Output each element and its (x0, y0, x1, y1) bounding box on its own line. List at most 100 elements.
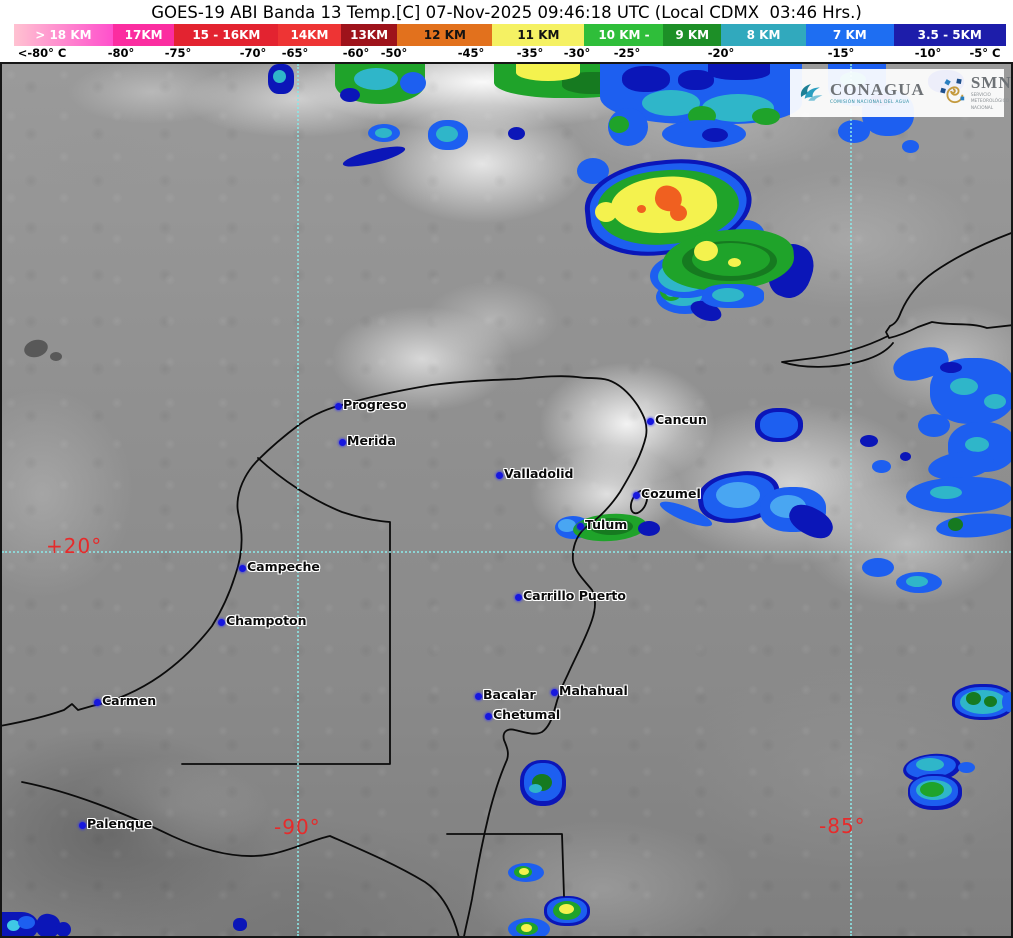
cloud-cell (966, 692, 981, 705)
gridline-meridian-85 (850, 64, 852, 936)
colorbar-segment: 8 KM (720, 24, 807, 46)
smn-wordmark: SMN (970, 73, 1012, 93)
city-label: Carrillo Puerto (523, 588, 626, 603)
city-label: Merida (347, 433, 396, 448)
temp-tick: -70° (239, 46, 267, 60)
city-dot (79, 822, 86, 829)
city-label: Bacalar (483, 687, 536, 702)
city-layer: Progreso Merida Valladolid Cancun Cozumel Tul… (2, 64, 1011, 936)
city-label: Carmen (102, 693, 157, 708)
cloud-cell (521, 924, 532, 932)
cloud-cell (436, 126, 458, 142)
city-label: Valladolid (504, 466, 574, 481)
city-dot (633, 492, 640, 499)
cloud-cell (50, 352, 62, 361)
cloud-cell (559, 904, 574, 914)
city-dot (551, 689, 558, 696)
cloud-cell (589, 518, 633, 535)
smn-logo: SMN SERVICIO METEOROLÓGICO NACIONAL (939, 73, 1012, 111)
conagua-subtitle: COMISIÓN NACIONAL DEL AGUA (830, 100, 910, 105)
colorbar-segment: 3.5 - 5KM (893, 24, 1006, 46)
cloud-cell (678, 70, 714, 90)
city-dot (218, 619, 225, 626)
cloud-cell (948, 518, 963, 531)
cloud-cell (760, 412, 798, 438)
cloud-cell (838, 120, 870, 143)
cozumel-island (629, 489, 649, 515)
colorbar-segment: 10 KM - (584, 24, 664, 46)
colorbar-segment: 15 - 16KM (174, 24, 279, 46)
temp-tick: <-80° C (17, 46, 67, 60)
city-label: Campeche (247, 559, 320, 574)
city-dot (335, 403, 342, 410)
cuba-coastline (885, 232, 1011, 339)
cloud-texture-layer (2, 64, 1011, 936)
cloud-cell (920, 782, 944, 797)
cloud-cell (519, 868, 529, 875)
cloud-cell (708, 64, 770, 80)
cloud-cell (958, 762, 975, 773)
temp-tick: -10° (914, 46, 942, 60)
temp-scale: <-80° C -80° -75° -70° -65° -60° -50° -45° -35° -… (0, 46, 1013, 62)
cloud-cell (1002, 692, 1011, 712)
colorbar-segment: 13KM (340, 24, 398, 46)
grid-label-layer: +20° -90° -85° (2, 64, 1011, 936)
temp-tick: -65° (281, 46, 309, 60)
cloud-cell (18, 916, 35, 929)
border-notch (446, 833, 565, 897)
cloud-cell (862, 558, 894, 577)
cloud-cell (400, 72, 426, 94)
city-dot (515, 594, 522, 601)
grid-label: -90° (274, 815, 321, 839)
temp-tick: -25° (613, 46, 641, 60)
temp-tick: -60° (342, 46, 370, 60)
colorbar-segment: 11 KM (492, 24, 585, 46)
cloud-cell (609, 116, 629, 133)
conagua-wave-icon (796, 77, 826, 109)
cloud-cell (860, 435, 878, 447)
agency-logo-box: CONAGUA COMISIÓN NACIONAL DEL AGUA S (790, 69, 1011, 117)
cloud-cell (716, 482, 760, 508)
conagua-logo: CONAGUA COMISIÓN NACIONAL DEL AGUA (796, 77, 925, 109)
city-label: Progreso (343, 397, 407, 412)
storm-cell-secondary (650, 225, 820, 314)
colorbar: > 18 KM 17KM 15 - 16KM 14KM 13KM 12 KM 11 KM 10… (14, 24, 1006, 46)
cloud-cell (508, 127, 525, 140)
satellite-map: +20° -90° -85° Progreso Merida Valladolid Can… (0, 62, 1013, 938)
cloud-cell (529, 784, 542, 793)
city-dot (485, 713, 492, 720)
temp-tick: -50° (380, 46, 408, 60)
cloud-cell (984, 394, 1006, 409)
cloud-cell (7, 920, 20, 931)
cloud-cell (872, 460, 891, 473)
city-label: Palenque (87, 816, 153, 831)
cloud-cell (273, 70, 286, 83)
cloud-cell (916, 758, 944, 771)
temp-tick: -5° C (969, 46, 1001, 60)
gridline-meridian-90 (297, 64, 299, 936)
temp-tick: -35° (516, 46, 544, 60)
city-dot (239, 565, 246, 572)
grid-label: +20° (46, 534, 103, 558)
cloud-cell (950, 378, 978, 395)
cloud-cell (702, 128, 728, 142)
smn-spiral-icon (939, 77, 967, 109)
grid-label: -85° (819, 814, 866, 838)
conagua-wordmark: CONAGUA (830, 80, 925, 99)
city-dot (577, 523, 584, 530)
city-dot (475, 693, 482, 700)
cloud-cell (638, 521, 660, 536)
cloud-layer (2, 64, 1011, 936)
cloud-cell (984, 696, 997, 707)
colorbar-segment: 14KM (278, 24, 341, 46)
chiapas-border (21, 781, 460, 936)
yucatan-coastline (2, 375, 648, 936)
cloud-cell (902, 140, 919, 153)
colorbar-segment: > 18 KM (14, 24, 113, 46)
cloud-cell (900, 452, 911, 461)
cloud-cell (965, 437, 989, 452)
cloud-cell (752, 108, 780, 125)
cloud-cell (56, 922, 71, 936)
cloud-cell (940, 362, 962, 373)
